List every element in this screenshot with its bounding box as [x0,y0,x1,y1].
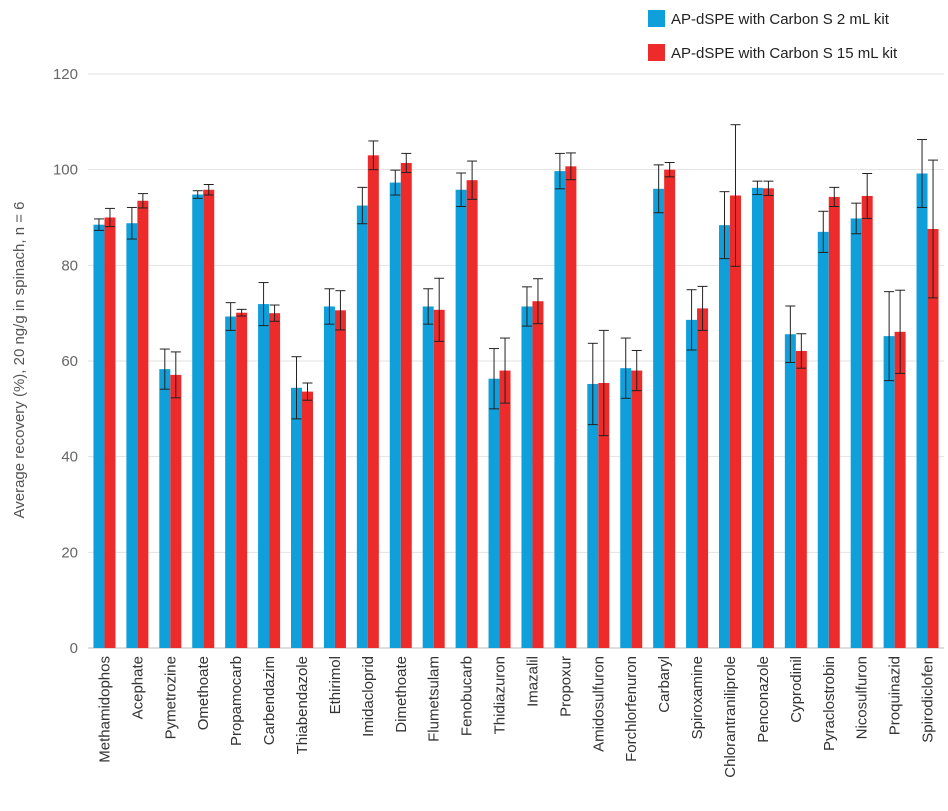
x-tick-label: Pymetrozine [162,656,179,739]
legend-label-series-2: AP-dSPE with Carbon S 15 mL kit [671,45,898,62]
x-tick-label: Cyprodinil [788,656,805,723]
bar-series-2 [828,196,840,648]
bar-series-1 [225,316,237,648]
bar-series-1 [587,383,599,648]
bar-series-1 [159,369,171,648]
x-tick-label: Chlorantraniliprole [722,656,739,778]
x-tick-label: Nicosulfuron [854,656,871,739]
y-tick-label: 60 [61,353,78,370]
x-tick-label: Propoxur [557,656,574,717]
bar-series-1 [422,306,434,648]
bar-series-2 [795,350,807,648]
x-tick-label: Penconazole [755,656,772,743]
legend-swatch-series-2 [648,44,665,61]
bar-series-2 [927,228,939,649]
bar-series-1 [751,187,763,649]
y-tick-label: 120 [53,66,78,83]
x-tick-labels: Methamidophos Acephate Pymetrozine Omethoat… [96,656,936,778]
y-tick-labels: 0 20 40 60 80 100 120 [53,66,78,657]
bar-series-1 [784,334,796,648]
bar-series-2 [104,217,116,648]
bar-series-1 [291,387,302,648]
x-tick-label: Spiroxamine [689,656,706,739]
bar-series-1 [719,225,730,649]
bar-series-1 [192,194,204,649]
bar-series-1 [653,188,665,649]
bar-series-2 [367,155,379,649]
bar-series-2 [697,308,709,648]
x-tick-label: Forchlorfenuron [623,656,640,762]
bar-series-2 [664,169,676,648]
bar-series-2 [499,370,511,648]
y-tick-label: 20 [61,544,78,561]
y-tick-label: 0 [70,640,78,657]
x-tick-label: Flumetsulam [426,656,443,742]
bar-series-2 [532,301,544,648]
x-tick-label: Imidacloprid [360,656,377,737]
bars [93,155,939,649]
bar-series-2 [400,162,412,648]
bar-series-1 [521,306,533,648]
bar-series-1 [455,189,467,649]
y-axis-title: Average recovery (%), 20 ng/g in spinach… [11,202,28,519]
x-tick-label: Dimethoate [393,656,410,733]
gridlines [88,73,944,649]
bar-series-2 [894,331,906,648]
bar-series-2 [334,310,346,648]
bar-series-1 [883,336,895,648]
bar-series-1 [126,223,138,649]
bar-series-1 [488,378,500,648]
bar-series-2 [433,309,445,648]
bar-series-2 [170,374,182,648]
x-tick-label: Spirodiclofen [920,656,937,743]
bar-series-2 [565,166,577,648]
error-bars [93,124,939,437]
bar-series-2 [269,313,281,648]
bar-series-2 [730,195,741,648]
bar-series-2 [598,383,610,648]
bar-series-1 [389,182,401,648]
x-tick-label: Proquinazid [887,656,904,735]
bar-series-1 [850,218,862,648]
bar-series-1 [817,231,829,648]
x-tick-label: Methamidophos [96,656,113,763]
bar-series-1 [323,306,335,648]
x-tick-label: Fenobucarb [459,656,476,736]
x-tick-label: Amidosulfuron [590,656,607,752]
bar-series-1 [258,304,270,648]
bar-series-2 [137,200,149,648]
x-tick-label: Carbendazim [261,656,278,745]
x-tick-label: Thiabendazole [294,656,311,754]
bar-series-2 [203,189,215,649]
bar-series-1 [620,368,632,648]
y-tick-label: 80 [61,257,78,274]
bar-series-2 [466,180,478,648]
legend-label-series-1: AP-dSPE with Carbon S 2 mL kit [671,11,890,28]
x-tick-label: Carbaryl [656,656,673,713]
bar-series-1 [93,224,105,649]
legend: AP-dSPE with Carbon S 2 mL kit AP-dSPE w… [648,10,898,62]
x-tick-label: Propamocarb [228,656,245,746]
y-tick-label: 40 [61,449,78,466]
x-tick-label: Acephate [129,656,146,719]
x-tick-label: Pyraclostrobin [821,656,838,751]
bar-series-2 [631,370,643,648]
bar-series-1 [554,171,566,648]
bar-series-1 [686,319,698,648]
x-tick-label: Ethirimol [327,656,344,714]
legend-swatch-series-1 [648,10,665,27]
bar-series-1 [916,173,928,648]
x-tick-label: Thidiazuron [492,656,509,734]
bar-series-2 [236,312,248,648]
bar-series-2 [762,188,774,649]
bar-series-2 [861,195,873,648]
x-tick-label: Imazalil [524,656,541,707]
x-tick-label: Omethoate [195,656,212,730]
bar-series-1 [356,205,368,648]
y-tick-label: 100 [53,162,78,179]
bar-series-2 [302,391,313,648]
